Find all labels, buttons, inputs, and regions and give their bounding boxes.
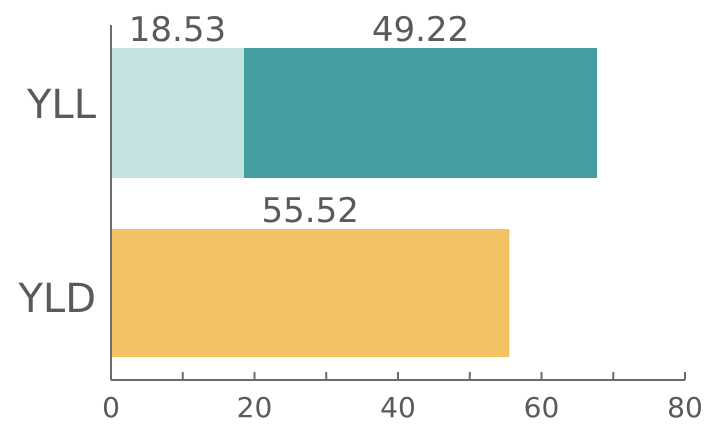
data-labels-layer: 18.53 49.22 55.52	[129, 10, 469, 231]
category-label-yll: YLL	[26, 82, 97, 128]
bar-yll-segment-1	[243, 48, 598, 178]
bars-layer	[111, 48, 598, 357]
category-labels: YLL YLD	[17, 82, 96, 322]
x-tick-label: 20	[237, 391, 273, 424]
category-label-yld: YLD	[17, 276, 96, 322]
data-label-yld-2: 55.52	[262, 191, 359, 231]
x-tick-label: 0	[102, 391, 120, 424]
data-label-yll-1: 49.22	[372, 10, 469, 50]
x-tick-label: 80	[667, 391, 703, 424]
bar-yld-segment-2	[111, 229, 510, 357]
x-tick-label: 40	[380, 391, 416, 424]
x-tick-label: 60	[524, 391, 560, 424]
x-axis-ticks: 0 20 40 60 80	[102, 372, 703, 424]
bar-yll-segment-0	[111, 48, 244, 178]
data-label-yll-0: 18.53	[129, 10, 226, 50]
